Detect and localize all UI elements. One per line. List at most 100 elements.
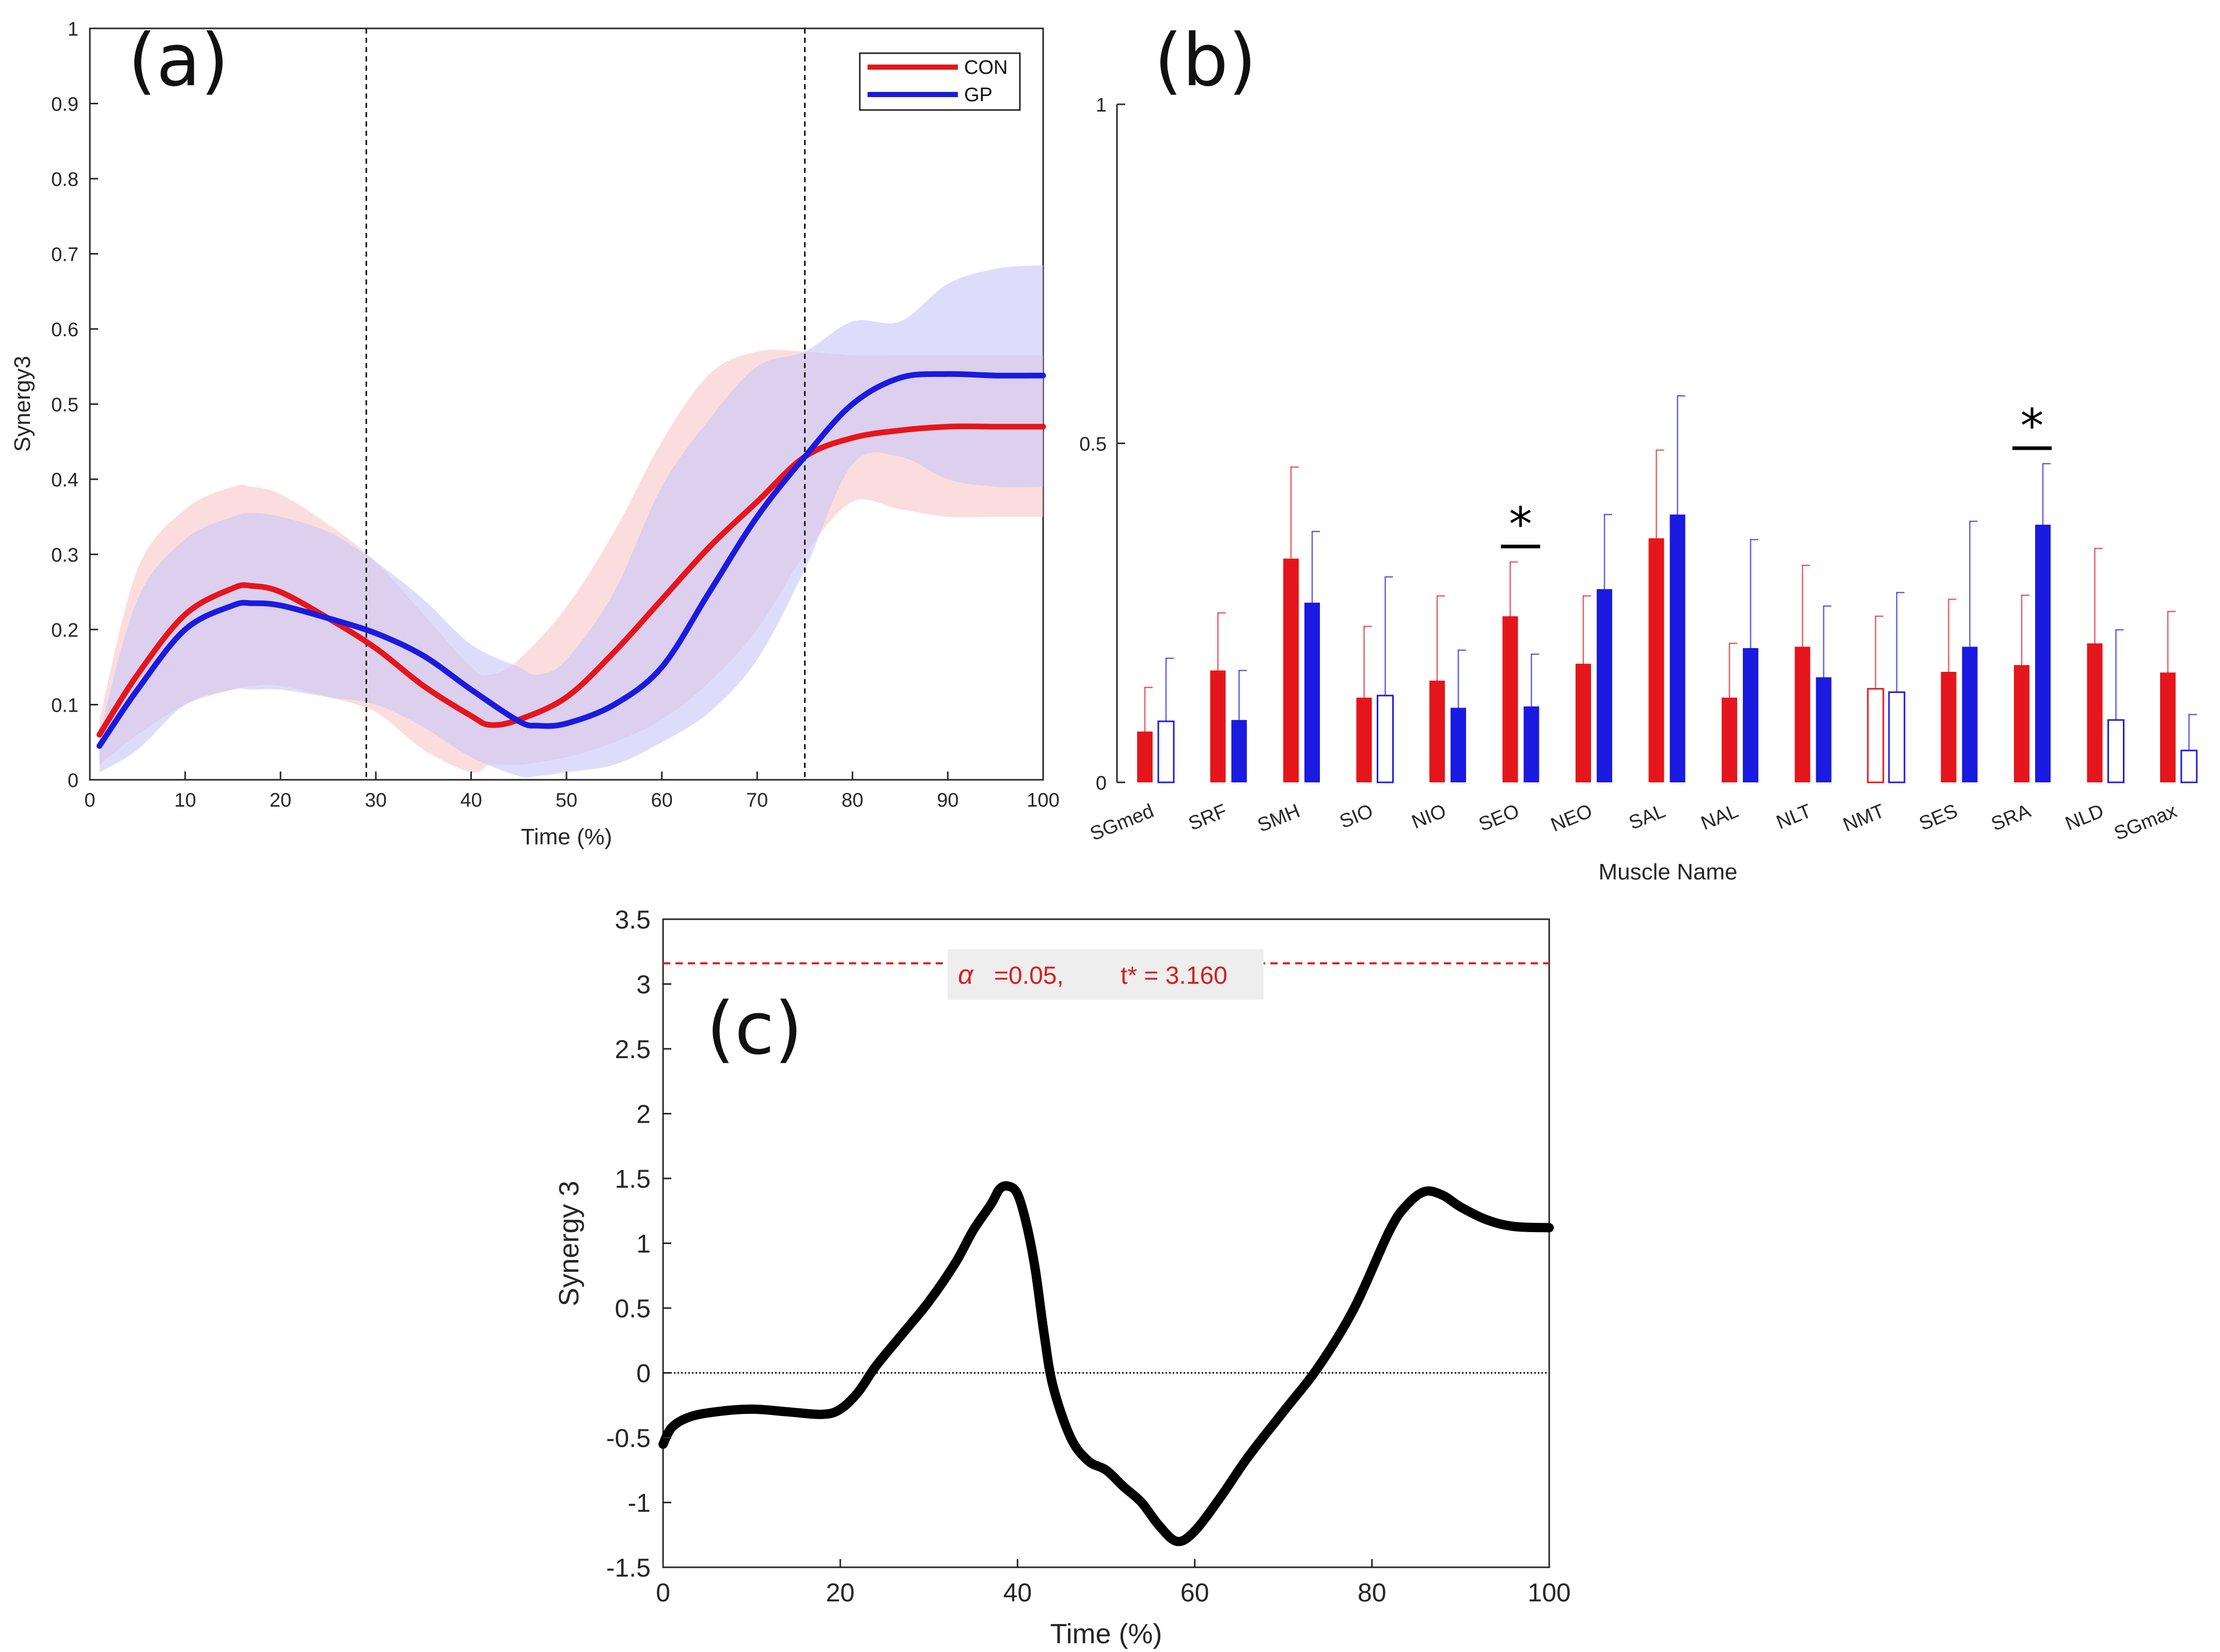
bar-con-sgmed: [1137, 731, 1153, 782]
x-tick-label: SGmed: [1087, 800, 1157, 845]
bar-gp-nld: [2107, 719, 2124, 783]
x-tick-label: NEO: [1548, 800, 1595, 836]
bar-gp-sgmax: [2180, 749, 2198, 783]
threshold-annotation-box: [948, 949, 1264, 1000]
bar-gp-sio: [1377, 695, 1394, 783]
panel-a-chart: 0 10 20 30 40 50 60 70 80 90 100 0 0.1 0.2 0.3 0.4 0.5 0.…: [10, 19, 1060, 849]
x-tick-label: 40: [1003, 1578, 1032, 1607]
panel-b-chart: SGmed SRF SMH SIO NIO SEO NEO SAL NAL NLT NMT SES SR…: [1079, 19, 2198, 885]
bar-gp-srf: [1231, 720, 1247, 782]
x-tick-label: SIO: [1336, 800, 1376, 832]
y-tick-label: 0.2: [51, 620, 78, 641]
panel-c-y-axis-label: Synergy 3: [554, 1181, 585, 1306]
bar-gp-sra: [2035, 525, 2051, 782]
x-tick-label: NLD: [2062, 800, 2107, 835]
bar-con-srf: [1210, 670, 1226, 782]
x-tick-label: 80: [1358, 1578, 1387, 1607]
x-tick-label: 100: [1027, 790, 1059, 811]
y-tick-label: 1: [68, 19, 78, 40]
x-tick-label: 90: [937, 790, 958, 811]
y-tick-label: 0.4: [51, 469, 78, 491]
x-tick-label: 60: [651, 790, 672, 811]
x-tick-label: 40: [460, 790, 482, 811]
y-tick-label: 0.8: [51, 169, 78, 191]
bar-gp-seo: [1523, 706, 1539, 782]
x-tick-label: SGmax: [2111, 800, 2180, 844]
x-tick-label: 30: [365, 790, 387, 811]
y-tick-label: 0.7: [51, 244, 78, 266]
bar-con-nmt: [1867, 688, 1884, 783]
band-gp: [99, 265, 1043, 778]
y-tick-label: 2: [636, 1100, 651, 1129]
y-tick-label: 0.5: [1079, 434, 1107, 455]
bar-con-nld: [2087, 643, 2103, 782]
bar-con-smh: [1283, 558, 1299, 782]
x-tick-label: SEO: [1476, 800, 1522, 836]
panel-a-legend: CON GP: [859, 52, 1021, 111]
bar-gp-nlt: [1816, 677, 1832, 782]
x-tick-label: SAL: [1626, 800, 1668, 834]
bar-con-sal: [1648, 538, 1664, 782]
x-tick-label: NMT: [1840, 800, 1887, 836]
y-tick-label: 3: [636, 970, 651, 999]
line-con-mean: [97, 423, 1046, 738]
bar-con-neo: [1576, 664, 1591, 782]
bar-gp-nmt: [1888, 691, 1906, 783]
bar-gp-nio: [1451, 707, 1466, 782]
y-tick-label: 3.5: [615, 905, 651, 934]
bar-con-sio: [1356, 697, 1372, 782]
legend-con-label: CON: [964, 57, 1007, 78]
bar-gp-sal: [1670, 514, 1686, 782]
x-tick-label: 70: [746, 790, 768, 811]
x-tick-label: NIO: [1409, 800, 1449, 833]
bar-con-nlt: [1794, 647, 1810, 782]
x-tick-label: 0: [84, 790, 95, 811]
x-tick-label: SMH: [1254, 800, 1303, 837]
bar-gp-ses: [1962, 647, 1978, 782]
y-tick-label: 2.5: [615, 1035, 651, 1064]
panel-a-label: (a): [128, 19, 229, 103]
significance-asterisk: *: [1509, 497, 1532, 552]
y-tick-label: 0.9: [51, 94, 78, 116]
y-tick-label: 1: [1096, 95, 1107, 116]
panel-a-y-axis-label: Synergy3: [10, 356, 35, 452]
x-tick-label: SRF: [1186, 800, 1230, 835]
bar-gp-neo: [1597, 589, 1612, 782]
bar-con-sra: [2014, 665, 2029, 782]
legend-box: [859, 52, 1021, 111]
panel-c-x-axis-label: Time (%): [1050, 1618, 1162, 1649]
y-tick-label: 0.6: [51, 319, 78, 341]
bar-gp-smh: [1304, 603, 1320, 782]
panel-b-label: (b): [1154, 19, 1256, 103]
significance-asterisk: *: [2021, 399, 2044, 453]
y-tick-label: 0: [1096, 773, 1107, 794]
x-tick-label: 60: [1180, 1578, 1209, 1607]
threshold-alpha-value: =0.05,: [994, 962, 1064, 989]
y-tick-label: 0.5: [615, 1294, 651, 1323]
y-tick-label: 1: [636, 1230, 651, 1258]
x-tick-label: SRA: [1988, 800, 2034, 835]
legend-gp-label: GP: [964, 84, 993, 106]
panel-c-chart: α =0.05, t* = 3.160 0 20 40 60 80 100-1.5-1-0.5…: [554, 905, 1571, 1649]
x-tick-label: 100: [1528, 1578, 1570, 1607]
y-tick-label: -0.5: [606, 1424, 651, 1453]
panel-c-label: (c): [706, 987, 802, 1071]
threshold-t-value: t* = 3.160: [1121, 962, 1227, 989]
y-tick-label: 0.5: [51, 395, 78, 416]
bar-con-ses: [1941, 671, 1957, 782]
y-tick-label: -1: [628, 1489, 651, 1518]
line-gp-mean: [97, 371, 1046, 749]
y-tick-label: 0: [68, 770, 78, 792]
panel-b-x-axis-label: Muscle Name: [1599, 859, 1738, 885]
x-tick-label: 20: [826, 1578, 855, 1607]
x-tick-label: 80: [842, 790, 863, 811]
x-tick-label: 10: [174, 790, 196, 811]
x-tick-label: NLT: [1773, 800, 1815, 833]
bar-con-nio: [1429, 681, 1445, 782]
threshold-alpha-symbol: α: [958, 960, 974, 990]
bar-gp-nal: [1743, 648, 1758, 782]
x-tick-label: 50: [556, 790, 577, 811]
y-tick-label: 0.3: [51, 545, 78, 567]
x-tick-label: NAL: [1698, 800, 1741, 835]
